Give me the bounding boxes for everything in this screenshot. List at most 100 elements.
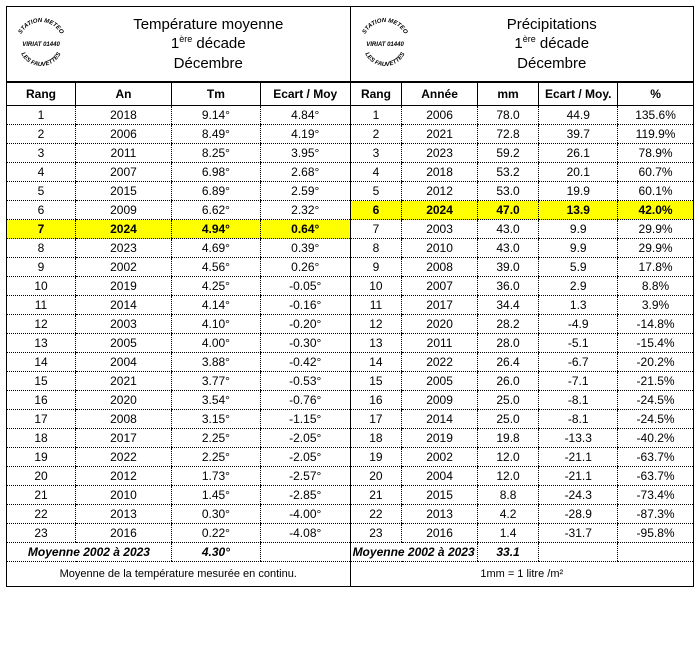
table-row: 720244.94°0.64° xyxy=(7,220,350,239)
cell-tm: 3.88° xyxy=(171,353,260,372)
cell-ec: 9.9 xyxy=(539,220,618,239)
cell-ec: -24.3 xyxy=(539,486,618,505)
svg-text:VIRIAT 01440: VIRIAT 01440 xyxy=(22,42,60,48)
cell-ec: -31.7 xyxy=(539,524,618,543)
table-row: 1220034.10°-0.20° xyxy=(7,315,350,334)
cell-an: 2005 xyxy=(402,372,477,391)
table-row: 2020121.73°-2.57° xyxy=(7,467,350,486)
cell-rang: 7 xyxy=(351,220,402,239)
avg-row-right: Moyenne 2002 à 2023 33.1 xyxy=(351,543,694,562)
cell-an: 2002 xyxy=(76,258,172,277)
two-panel-layout: STATION METEO VIRIAT 01440 LES FAUVETTES… xyxy=(6,6,694,587)
cell-rang: 3 xyxy=(351,144,402,163)
cell-an: 2024 xyxy=(402,201,477,220)
title-left-line3: Décembre xyxy=(174,55,243,72)
cell-an: 2015 xyxy=(76,182,172,201)
cell-rang: 20 xyxy=(351,467,402,486)
cell-pc: 119.9% xyxy=(618,125,693,144)
table-temperature: Rang An Tm Ecart / Moy 120189.14°4.84°22… xyxy=(7,82,350,562)
cell-mm: 43.0 xyxy=(477,220,539,239)
cell-an: 2018 xyxy=(76,106,172,125)
cell-ec: -0.76° xyxy=(260,391,349,410)
cell-an: 2007 xyxy=(76,163,172,182)
table-row: 2220130.30°-4.00° xyxy=(7,505,350,524)
cell-ec: 44.9 xyxy=(539,106,618,125)
title-right-line2a: 1 xyxy=(514,35,522,52)
table-row: 920024.56°0.26° xyxy=(7,258,350,277)
cell-ec: 2.9 xyxy=(539,277,618,296)
table-row: 14202226.4-6.7-20.2% xyxy=(351,353,694,372)
title-left-line2b: décade xyxy=(192,35,245,52)
cell-an: 2019 xyxy=(76,277,172,296)
cell-ec: 20.1 xyxy=(539,163,618,182)
cell-pc: 135.6% xyxy=(618,106,693,125)
cell-rang: 19 xyxy=(7,448,76,467)
cell-tm: 3.54° xyxy=(171,391,260,410)
header-left: STATION METEO VIRIAT 01440 LES FAUVETTES… xyxy=(7,7,350,82)
cell-pc: 78.9% xyxy=(618,144,693,163)
avg-label-right: Moyenne 2002 à 2023 xyxy=(351,543,478,562)
cell-tm: 8.25° xyxy=(171,144,260,163)
cell-mm: 19.8 xyxy=(477,429,539,448)
cell-rang: 16 xyxy=(7,391,76,410)
cell-an: 2016 xyxy=(402,524,477,543)
cell-ec: -2.85° xyxy=(260,486,349,505)
cell-mm: 78.0 xyxy=(477,106,539,125)
cell-pc: 42.0% xyxy=(618,201,693,220)
cell-ec: 1.3 xyxy=(539,296,618,315)
cell-pc: -87.3% xyxy=(618,505,693,524)
cell-pc: 17.8% xyxy=(618,258,693,277)
cell-an: 2006 xyxy=(402,106,477,125)
cell-rang: 23 xyxy=(7,524,76,543)
table-row: 8201043.09.929.9% xyxy=(351,239,694,258)
table-row: 2320161.4-31.7-95.8% xyxy=(351,524,694,543)
cell-an: 2003 xyxy=(76,315,172,334)
cell-mm: 72.8 xyxy=(477,125,539,144)
cell-rang: 13 xyxy=(7,334,76,353)
cell-ec: 3.95° xyxy=(260,144,349,163)
cell-pc: 29.9% xyxy=(618,239,693,258)
cell-rang: 5 xyxy=(7,182,76,201)
table-row: 4201853.220.160.7% xyxy=(351,163,694,182)
cell-an: 2022 xyxy=(402,353,477,372)
cell-an: 2002 xyxy=(402,448,477,467)
table-row: 11201734.41.33.9% xyxy=(351,296,694,315)
cell-rang: 1 xyxy=(351,106,402,125)
cell-an: 2008 xyxy=(76,410,172,429)
cell-an: 2010 xyxy=(76,486,172,505)
cell-rang: 11 xyxy=(7,296,76,315)
cell-ec: -0.53° xyxy=(260,372,349,391)
col-rang: Rang xyxy=(7,83,76,106)
cell-pc: 8.8% xyxy=(618,277,693,296)
cell-ec: -7.1 xyxy=(539,372,618,391)
table-row: 2120158.8-24.3-73.4% xyxy=(351,486,694,505)
cell-an: 2017 xyxy=(76,429,172,448)
avg-value-right: 33.1 xyxy=(477,543,539,562)
cell-mm: 26.4 xyxy=(477,353,539,372)
cell-an: 2017 xyxy=(402,296,477,315)
cell-ec: -8.1 xyxy=(539,391,618,410)
cell-pc: -95.8% xyxy=(618,524,693,543)
title-left-line2a: 1 xyxy=(171,35,179,52)
cell-an: 2021 xyxy=(402,125,477,144)
cell-tm: 6.62° xyxy=(171,201,260,220)
cell-mm: 12.0 xyxy=(477,467,539,486)
cell-pc: 60.7% xyxy=(618,163,693,182)
avg-row-left: Moyenne 2002 à 2023 4.30° xyxy=(7,543,350,562)
cell-an: 2020 xyxy=(402,315,477,334)
cell-ec: -2.05° xyxy=(260,429,349,448)
cell-pc: 3.9% xyxy=(618,296,693,315)
footer-right: 1mm = 1 litre /m² xyxy=(351,562,694,586)
table-row: 20200412.0-21.1-63.7% xyxy=(351,467,694,486)
table-row: 5201253.019.960.1% xyxy=(351,182,694,201)
table-row: 1420043.88°-0.42° xyxy=(7,353,350,372)
station-logo: STATION METEO VIRIAT 01440 LES FAUVETTES xyxy=(11,16,71,72)
cell-ec: 5.9 xyxy=(539,258,618,277)
title-left-sup: ère xyxy=(179,34,192,44)
logo-arc-icon: STATION METEO VIRIAT 01440 LES FAUVETTES xyxy=(13,16,69,72)
cell-rang: 16 xyxy=(351,391,402,410)
table-row: 1720083.15°-1.15° xyxy=(7,410,350,429)
svg-text:VIRIAT 01440: VIRIAT 01440 xyxy=(366,42,404,48)
cell-pc: -24.5% xyxy=(618,410,693,429)
cell-an: 2021 xyxy=(76,372,172,391)
